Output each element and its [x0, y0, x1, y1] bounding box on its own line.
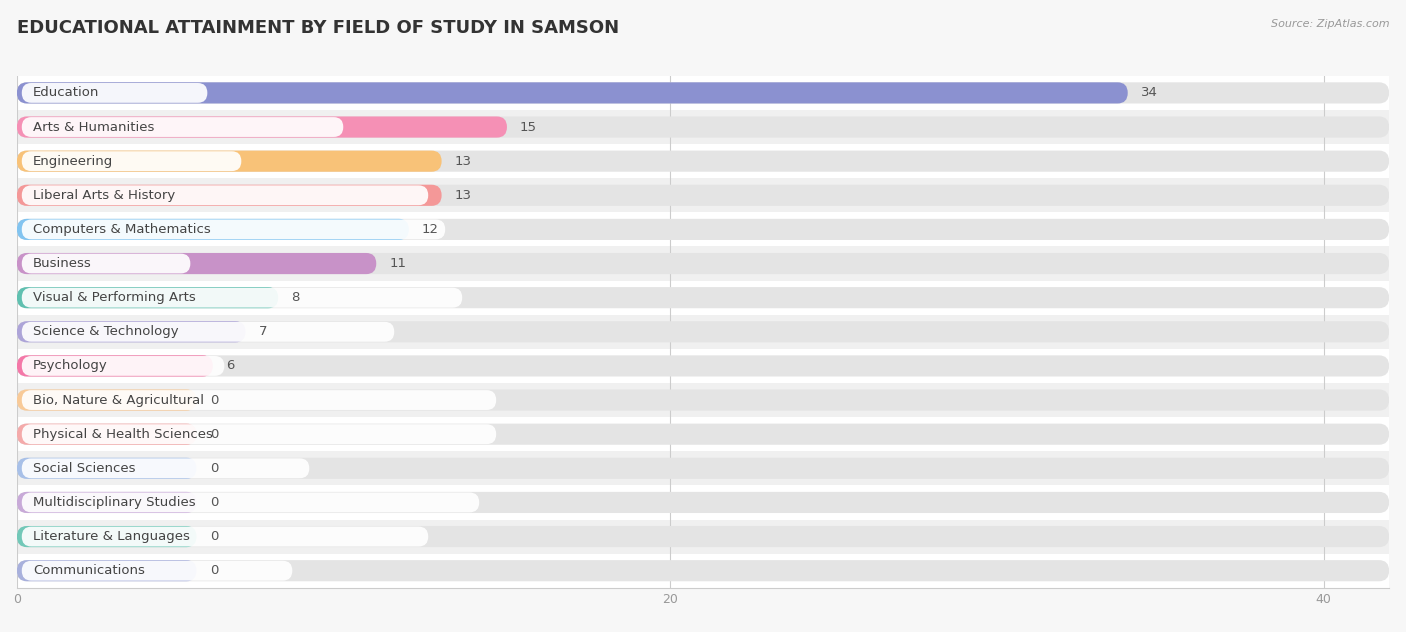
- FancyBboxPatch shape: [21, 526, 429, 547]
- FancyBboxPatch shape: [17, 116, 1389, 138]
- Text: 13: 13: [454, 189, 471, 202]
- Text: Arts & Humanities: Arts & Humanities: [34, 121, 155, 133]
- Text: Multidisciplinary Studies: Multidisciplinary Studies: [34, 496, 195, 509]
- FancyBboxPatch shape: [17, 110, 1389, 144]
- FancyBboxPatch shape: [17, 281, 1389, 315]
- Text: Bio, Nature & Agricultural: Bio, Nature & Agricultural: [34, 394, 204, 406]
- FancyBboxPatch shape: [17, 526, 1389, 547]
- FancyBboxPatch shape: [17, 185, 441, 206]
- Text: Social Sciences: Social Sciences: [34, 462, 136, 475]
- FancyBboxPatch shape: [21, 492, 479, 513]
- FancyBboxPatch shape: [17, 150, 441, 172]
- Text: 0: 0: [209, 496, 218, 509]
- Text: 0: 0: [209, 530, 218, 543]
- FancyBboxPatch shape: [17, 287, 278, 308]
- FancyBboxPatch shape: [17, 417, 1389, 451]
- FancyBboxPatch shape: [21, 219, 446, 240]
- Text: Psychology: Psychology: [34, 360, 108, 372]
- Text: 0: 0: [209, 564, 218, 577]
- FancyBboxPatch shape: [17, 560, 197, 581]
- FancyBboxPatch shape: [17, 349, 1389, 383]
- FancyBboxPatch shape: [21, 117, 343, 137]
- FancyBboxPatch shape: [21, 83, 207, 103]
- Text: Science & Technology: Science & Technology: [34, 325, 179, 338]
- FancyBboxPatch shape: [17, 451, 1389, 485]
- FancyBboxPatch shape: [17, 287, 1389, 308]
- FancyBboxPatch shape: [17, 150, 1389, 172]
- FancyBboxPatch shape: [21, 288, 463, 308]
- FancyBboxPatch shape: [17, 321, 1389, 343]
- FancyBboxPatch shape: [17, 116, 508, 138]
- FancyBboxPatch shape: [17, 212, 1389, 246]
- FancyBboxPatch shape: [17, 82, 1389, 104]
- FancyBboxPatch shape: [17, 554, 1389, 588]
- FancyBboxPatch shape: [17, 423, 1389, 445]
- FancyBboxPatch shape: [17, 526, 197, 547]
- Text: Physical & Health Sciences: Physical & Health Sciences: [34, 428, 214, 441]
- Text: Literature & Languages: Literature & Languages: [34, 530, 190, 543]
- Text: 13: 13: [454, 155, 471, 167]
- FancyBboxPatch shape: [17, 485, 1389, 520]
- Text: Education: Education: [34, 87, 100, 99]
- FancyBboxPatch shape: [17, 492, 197, 513]
- Text: Source: ZipAtlas.com: Source: ZipAtlas.com: [1271, 19, 1389, 29]
- Text: 0: 0: [209, 428, 218, 441]
- FancyBboxPatch shape: [21, 185, 429, 205]
- FancyBboxPatch shape: [17, 144, 1389, 178]
- FancyBboxPatch shape: [17, 76, 1389, 110]
- FancyBboxPatch shape: [17, 560, 1389, 581]
- FancyBboxPatch shape: [17, 178, 1389, 212]
- FancyBboxPatch shape: [17, 219, 1389, 240]
- Text: Business: Business: [34, 257, 91, 270]
- FancyBboxPatch shape: [21, 458, 309, 478]
- FancyBboxPatch shape: [17, 355, 1389, 377]
- FancyBboxPatch shape: [21, 424, 496, 444]
- Text: 12: 12: [422, 223, 439, 236]
- FancyBboxPatch shape: [21, 322, 394, 342]
- Text: 34: 34: [1140, 87, 1157, 99]
- FancyBboxPatch shape: [17, 246, 1389, 281]
- Text: 7: 7: [259, 325, 267, 338]
- FancyBboxPatch shape: [21, 356, 225, 376]
- FancyBboxPatch shape: [17, 492, 1389, 513]
- Text: Computers & Mathematics: Computers & Mathematics: [34, 223, 211, 236]
- FancyBboxPatch shape: [17, 383, 1389, 417]
- FancyBboxPatch shape: [17, 185, 1389, 206]
- Text: Communications: Communications: [34, 564, 145, 577]
- FancyBboxPatch shape: [17, 458, 197, 479]
- FancyBboxPatch shape: [17, 315, 1389, 349]
- FancyBboxPatch shape: [17, 253, 377, 274]
- FancyBboxPatch shape: [17, 423, 197, 445]
- Text: 6: 6: [226, 360, 235, 372]
- FancyBboxPatch shape: [21, 253, 190, 274]
- FancyBboxPatch shape: [17, 219, 409, 240]
- Text: 15: 15: [520, 121, 537, 133]
- FancyBboxPatch shape: [17, 520, 1389, 554]
- FancyBboxPatch shape: [17, 82, 1128, 104]
- Text: 8: 8: [291, 291, 299, 304]
- Text: 0: 0: [209, 462, 218, 475]
- Text: 11: 11: [389, 257, 406, 270]
- FancyBboxPatch shape: [17, 458, 1389, 479]
- FancyBboxPatch shape: [17, 253, 1389, 274]
- FancyBboxPatch shape: [21, 561, 292, 581]
- FancyBboxPatch shape: [17, 321, 246, 343]
- Text: 0: 0: [209, 394, 218, 406]
- FancyBboxPatch shape: [17, 389, 197, 411]
- FancyBboxPatch shape: [17, 389, 1389, 411]
- FancyBboxPatch shape: [21, 390, 496, 410]
- FancyBboxPatch shape: [21, 151, 242, 171]
- Text: Engineering: Engineering: [34, 155, 114, 167]
- FancyBboxPatch shape: [17, 355, 212, 377]
- Text: Liberal Arts & History: Liberal Arts & History: [34, 189, 176, 202]
- Text: EDUCATIONAL ATTAINMENT BY FIELD OF STUDY IN SAMSON: EDUCATIONAL ATTAINMENT BY FIELD OF STUDY…: [17, 19, 619, 37]
- Text: Visual & Performing Arts: Visual & Performing Arts: [34, 291, 195, 304]
